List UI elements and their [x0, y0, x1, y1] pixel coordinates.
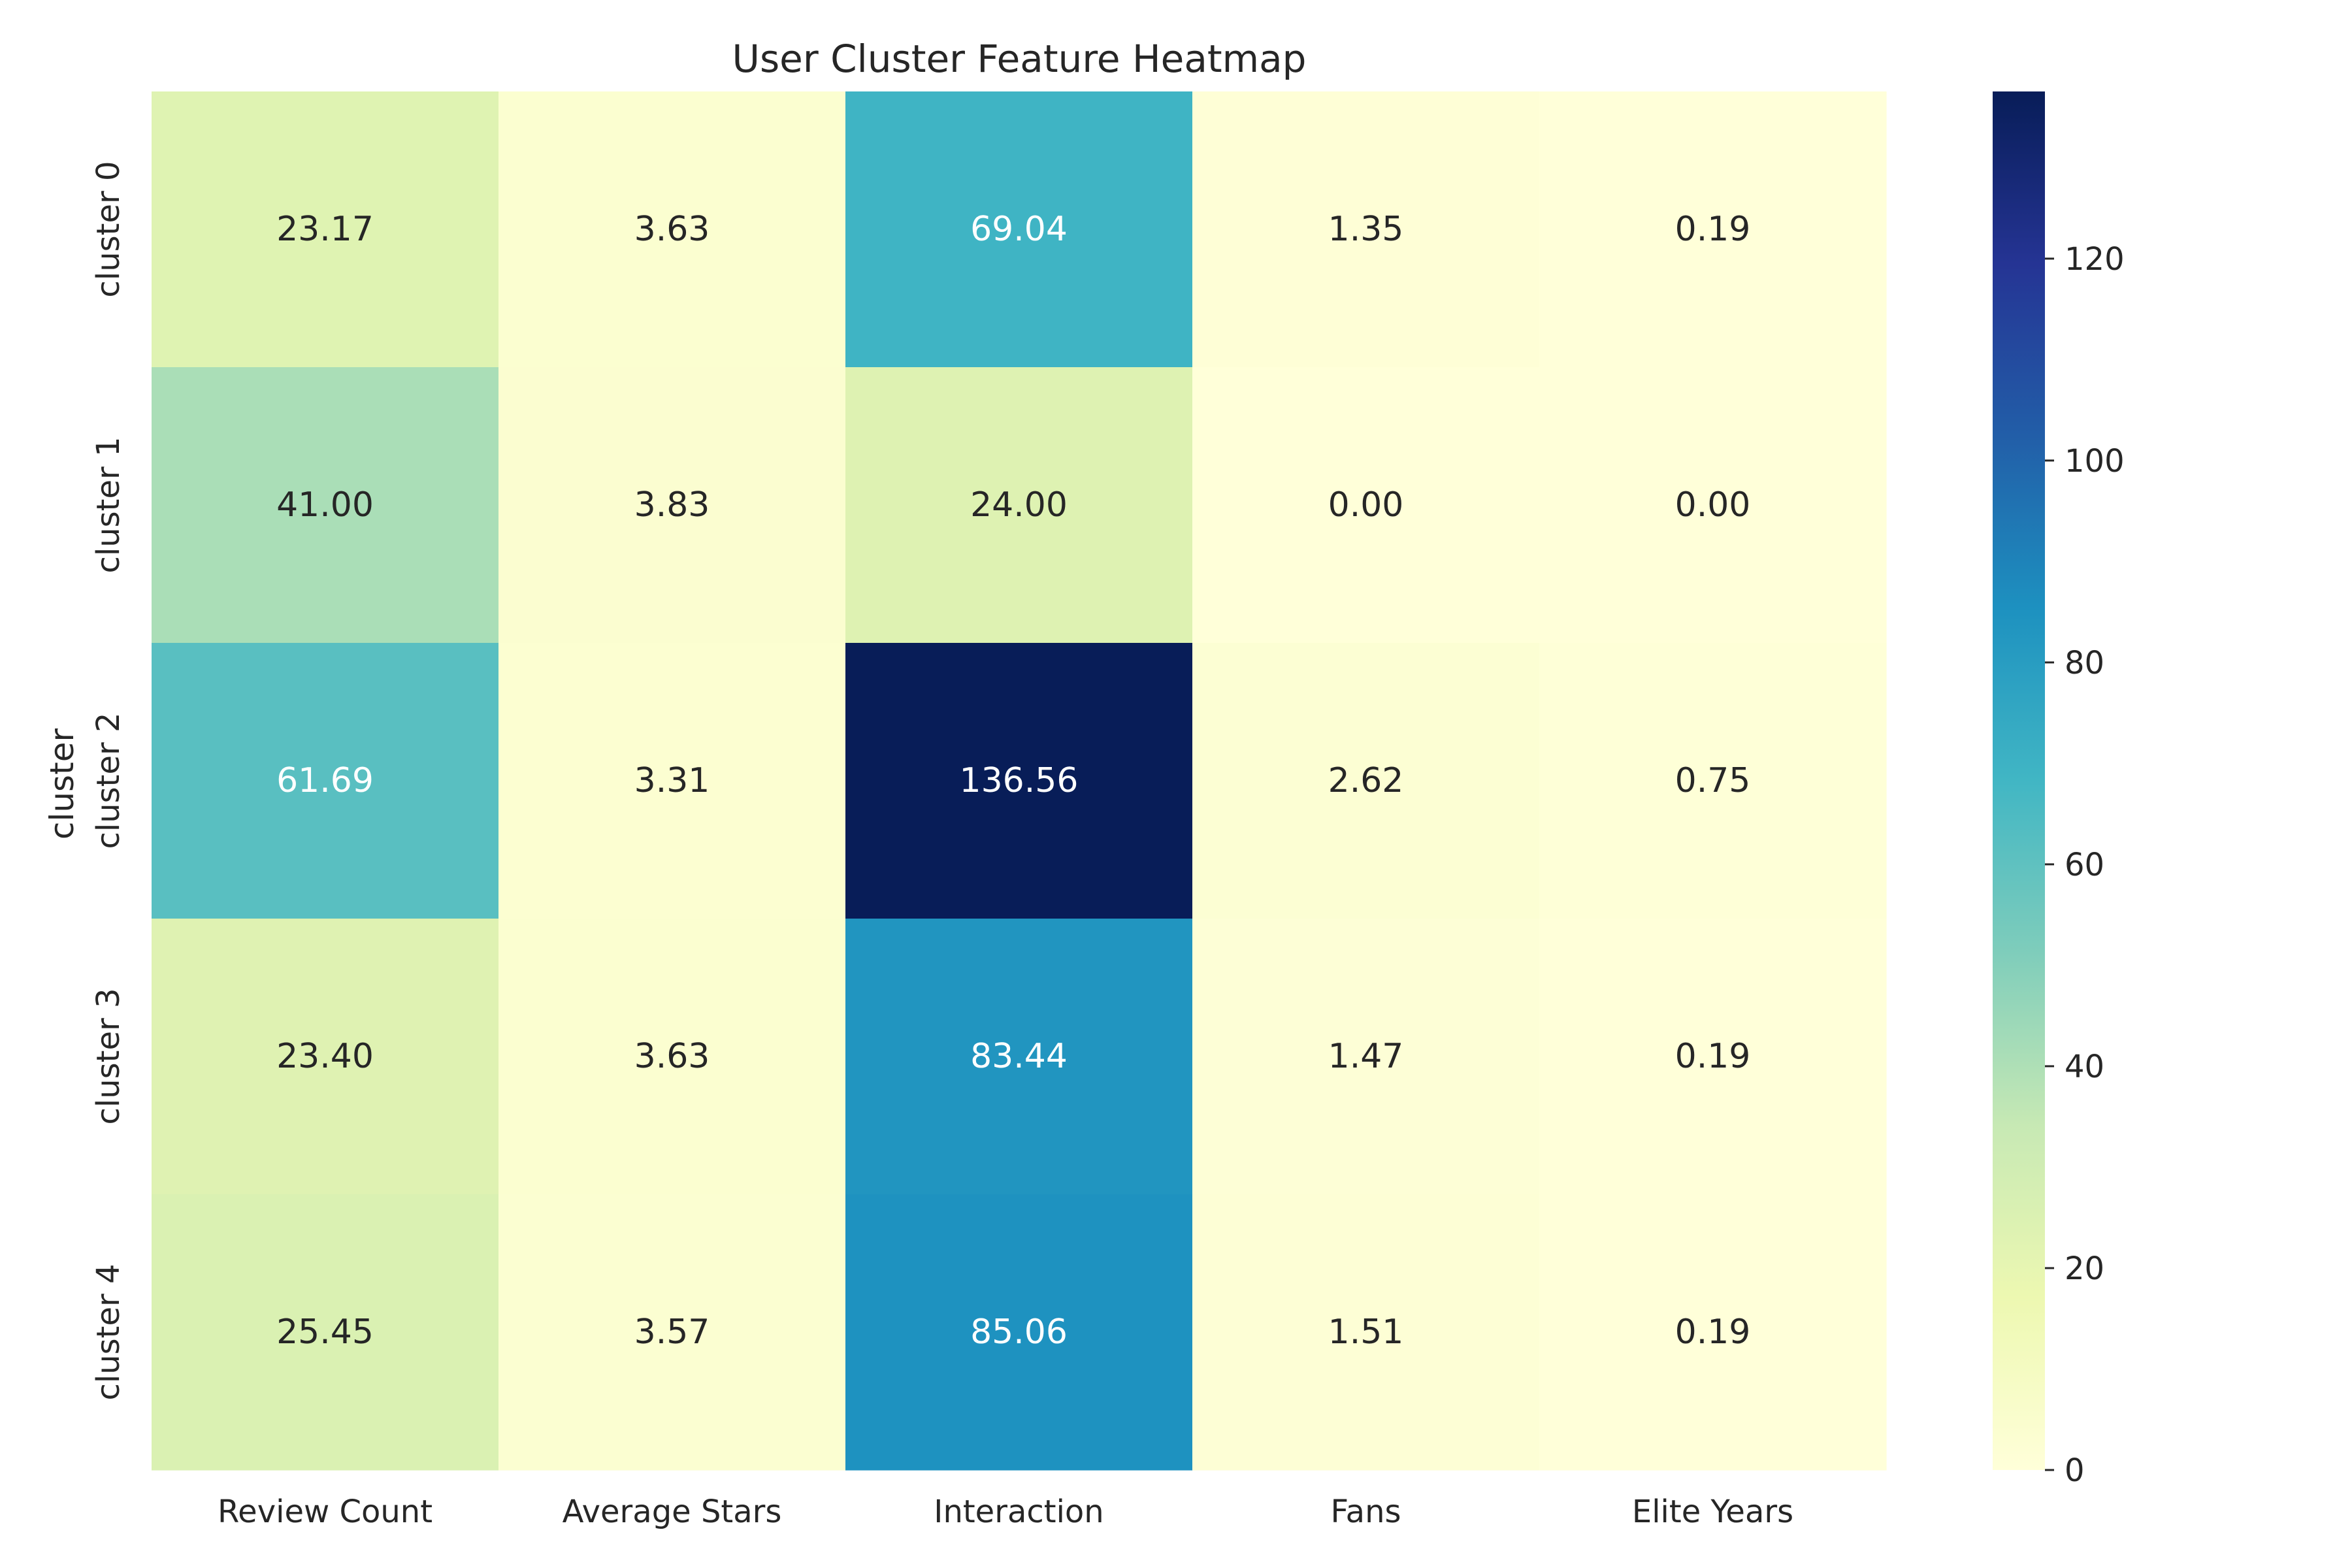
heatmap-cell — [1192, 643, 1540, 919]
heatmap-cell — [1539, 91, 1887, 368]
heatmap-cell — [152, 919, 499, 1195]
cell-value-label: 23.17 — [276, 210, 374, 249]
cell-value-label: 24.00 — [970, 485, 1068, 525]
heatmap-cell — [1539, 1194, 1887, 1471]
heatmap-cell — [1539, 643, 1887, 919]
cell-value-label: 3.63 — [634, 1037, 710, 1076]
heatmap-cell — [1539, 919, 1887, 1195]
colorbar-tick-label: 40 — [2065, 1049, 2104, 1085]
cell-value-label: 0.00 — [1328, 485, 1404, 525]
heatmap-cell — [845, 367, 1193, 644]
cell-value-label: 3.57 — [634, 1313, 710, 1352]
colorbar: 0 20 40 60 80 100 120 — [1993, 91, 2125, 1489]
cell-value-label: 0.19 — [1675, 210, 1751, 249]
cell-value-label: 25.45 — [276, 1313, 374, 1352]
cell-value-label: 0.19 — [1675, 1037, 1751, 1076]
colorbar-gradient — [1993, 91, 2045, 1470]
cell-value-label: 0.00 — [1675, 485, 1751, 525]
column-tick-label: Interaction — [934, 1494, 1103, 1530]
colorbar-tick-label: 20 — [2065, 1250, 2104, 1287]
chart-title: User Cluster Feature Heatmap — [732, 37, 1307, 81]
heatmap-cell — [845, 1194, 1193, 1471]
cell-value-label: 85.06 — [970, 1313, 1068, 1352]
cell-value-label: 23.40 — [276, 1037, 374, 1076]
colorbar-tick-label: 60 — [2065, 847, 2104, 883]
heatmap-cell — [498, 367, 846, 644]
column-tick-label: Fans — [1330, 1494, 1401, 1530]
heatmap-cell — [845, 919, 1193, 1195]
cell-value-label: 3.31 — [634, 761, 710, 800]
heatmap-cell — [1539, 367, 1887, 644]
row-tick-label: cluster 3 — [90, 988, 127, 1124]
heatmap-cell — [845, 643, 1193, 919]
heatmap-cell — [1192, 91, 1540, 368]
heatmap-cell — [498, 919, 846, 1195]
cell-value-label: 83.44 — [970, 1037, 1068, 1076]
cell-value-label: 69.04 — [970, 210, 1068, 249]
cell-value-label: 136.56 — [960, 761, 1079, 800]
colorbar-tick-label: 100 — [2065, 443, 2125, 480]
colorbar-ticks: 0 20 40 60 80 100 120 — [2045, 241, 2125, 1489]
row-tick-label: cluster 2 — [90, 712, 127, 849]
cell-value-label: 3.83 — [634, 485, 710, 525]
heatmap-cell — [498, 643, 846, 919]
cell-value-label: 1.35 — [1328, 210, 1404, 249]
column-tick-label: Average Stars — [563, 1494, 782, 1530]
row-tick-label: cluster 4 — [90, 1264, 127, 1400]
heatmap-cell — [1192, 919, 1540, 1195]
heatmap-cell — [152, 643, 499, 919]
heatmap-cell — [845, 91, 1193, 368]
row-tick-label: cluster 1 — [90, 436, 127, 573]
cell-value-label: 2.62 — [1328, 761, 1404, 800]
cell-value-label: 1.51 — [1328, 1313, 1404, 1352]
heatmap-cell — [152, 91, 499, 368]
colorbar-tick-label: 0 — [2065, 1452, 2085, 1489]
cell-value-label: 61.69 — [276, 761, 374, 800]
row-tick-label: cluster 0 — [90, 161, 127, 297]
column-labels: Review Count Average Stars Interaction Fans… — [218, 1494, 1793, 1530]
cell-value-label: 1.47 — [1328, 1037, 1404, 1076]
column-tick-label: Review Count — [218, 1494, 433, 1530]
heatmap-cells: 23.17 3.63 69.04 1.35 0.19 41.00 3.83 24.00 0.00… — [152, 91, 1887, 1471]
heatmap-cell — [152, 367, 499, 644]
heatmap-cell — [1192, 367, 1540, 644]
cell-value-label: 0.19 — [1675, 1313, 1751, 1352]
cell-value-label: 0.75 — [1675, 761, 1751, 800]
colorbar-tick-label: 80 — [2065, 645, 2104, 681]
y-axis-label: cluster — [43, 728, 81, 840]
heatmap-cell — [498, 91, 846, 368]
heatmap-cell — [1192, 1194, 1540, 1471]
cell-value-label: 41.00 — [276, 485, 374, 525]
cell-value-label: 3.63 — [634, 210, 710, 249]
row-labels: cluster 0 cluster 1 cluster 2 cluster 3 clus… — [90, 161, 127, 1400]
column-tick-label: Elite Years — [1632, 1494, 1793, 1530]
heatmap-cell — [152, 1194, 499, 1471]
colorbar-tick-label: 120 — [2065, 241, 2125, 278]
heatmap-cell — [498, 1194, 846, 1471]
